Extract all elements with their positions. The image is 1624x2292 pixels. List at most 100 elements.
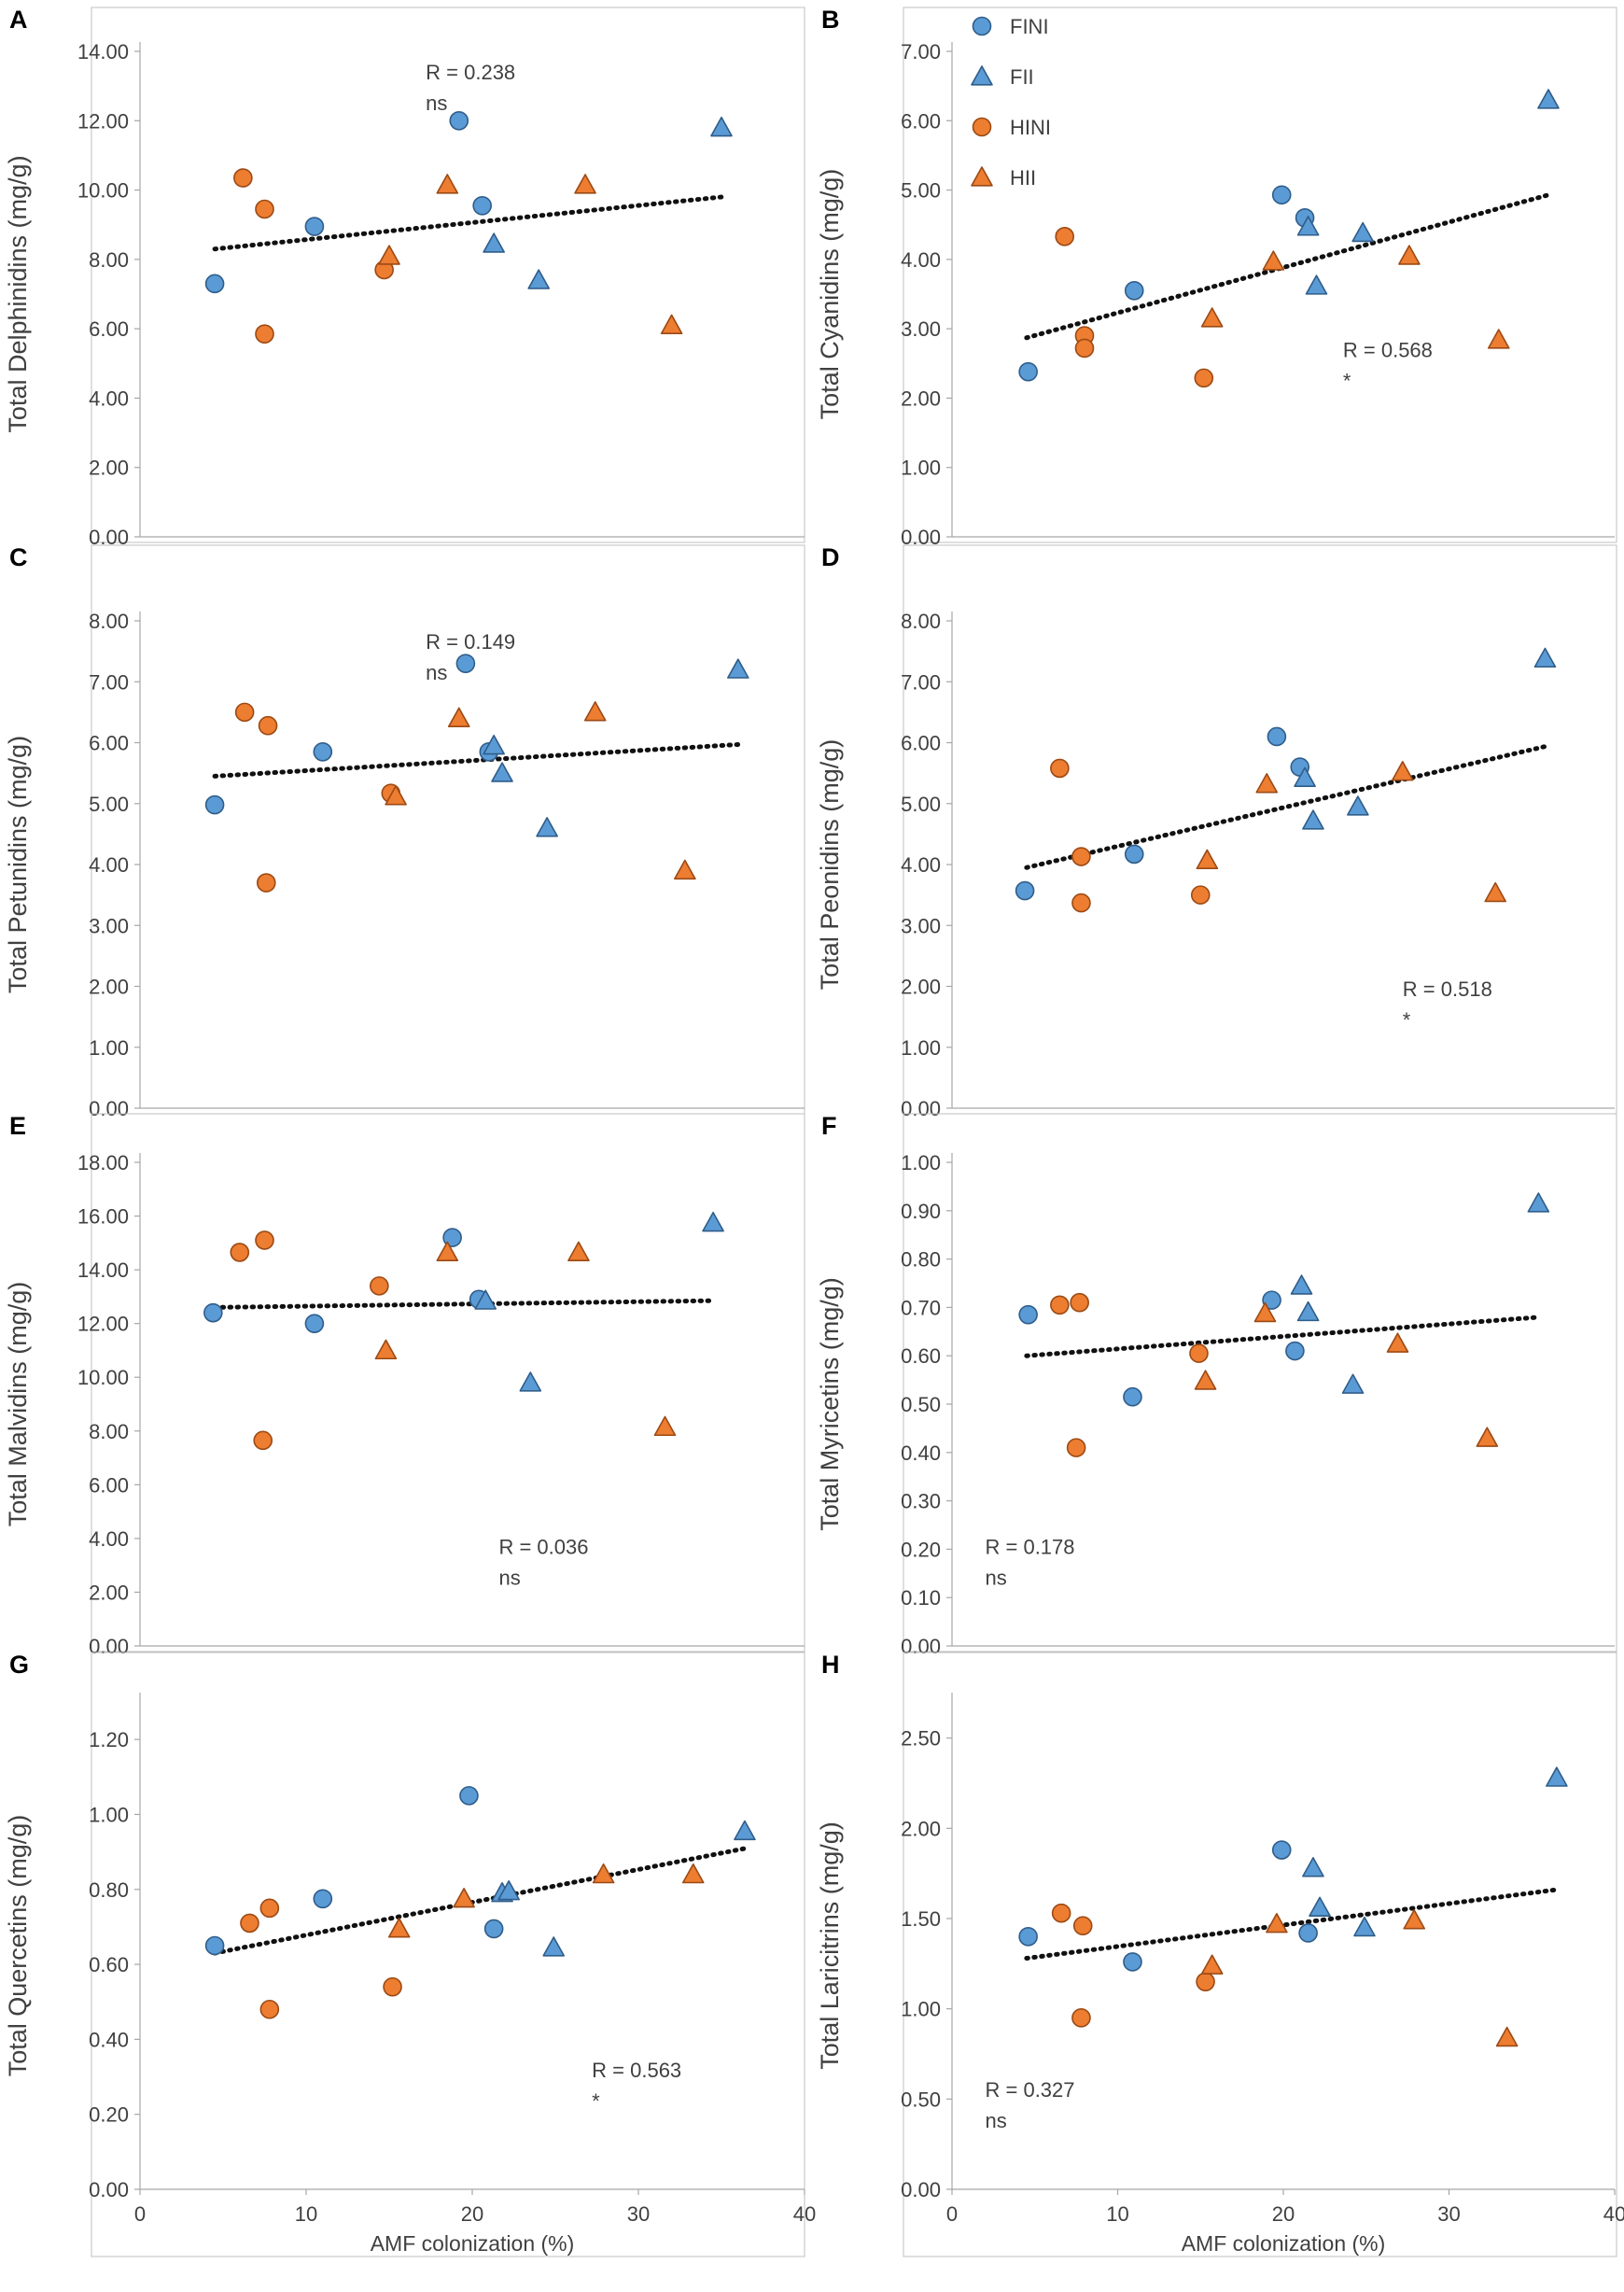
point-hii	[436, 174, 459, 194]
y-tick-label: 8.00	[901, 610, 941, 633]
y-axis-label: Total Cyanidins (mg/g)	[816, 169, 844, 420]
point-fini	[459, 1786, 479, 1806]
point-fii	[702, 1211, 724, 1232]
panel-g: G 0.00 0.20 0.40 0.60 0.80 1.00 1.20 0 10 20 30 40 AM…	[4, 1651, 816, 2257]
point-hini	[370, 1276, 389, 1296]
r-value: R = 0.178	[986, 1536, 1075, 1559]
legend-marker-fii	[971, 65, 993, 86]
point-hii	[1476, 1427, 1499, 1447]
point-hini	[1071, 2008, 1091, 2028]
point-fini	[204, 1935, 225, 1956]
point-hii	[436, 1241, 459, 1262]
panel-letter: E	[9, 1112, 26, 1140]
y-tick-label: 10.00	[77, 179, 129, 203]
point-fini	[449, 110, 469, 131]
legend-label: FINI	[1010, 15, 1049, 38]
legend-label: FII	[1010, 65, 1034, 89]
panel-frame	[91, 1652, 805, 2257]
point-hini	[256, 873, 276, 893]
point-hii	[1255, 773, 1279, 794]
point-fii	[1290, 1274, 1313, 1295]
y-tick-label: 8.00	[89, 248, 129, 272]
panel-c: C 0.00 1.00 2.00 3.00 4.00 5.00 6.00 7.00 8.00 Tot…	[4, 543, 805, 1120]
point-fini	[1124, 280, 1144, 301]
x-tick-label: 20	[461, 2202, 483, 2226]
point-fii	[1546, 1766, 1568, 1787]
y-tick-label: 1.20	[89, 1728, 129, 1751]
point-fini	[204, 274, 225, 294]
point-hini	[259, 1999, 280, 2019]
point-hini	[1196, 1972, 1215, 1991]
point-fini	[1267, 726, 1287, 747]
point-hii	[1398, 245, 1421, 265]
point-fii	[1296, 1301, 1320, 1322]
point-fii	[519, 1371, 542, 1392]
y-tick-label: 0.00	[89, 2178, 129, 2201]
y-tick-label: 0.10	[901, 1586, 941, 1610]
point-fini	[1285, 1341, 1305, 1361]
x-tick-label: 30	[627, 2202, 650, 2226]
point-fii	[483, 734, 505, 755]
panel-letter: F	[821, 1112, 837, 1140]
y-axis-label: Total Delphinidins (mg/g)	[4, 155, 32, 432]
trend-line	[1024, 192, 1551, 341]
y-tick-label: 0.30	[901, 1490, 941, 1513]
y-tick-label: 2.00	[89, 457, 129, 480]
panel-d: D 0.00 1.00 2.00 3.00 4.00 5.00 6.00 7.00 8.00 Tot…	[816, 543, 1617, 1120]
y-tick-label: 0.00	[89, 1635, 129, 1658]
point-fini	[1124, 844, 1144, 865]
point-fii	[1296, 216, 1320, 236]
point-fii	[1533, 647, 1557, 668]
point-fini	[204, 794, 225, 815]
point-fii	[474, 1289, 497, 1310]
point-fii	[542, 1936, 566, 1957]
point-fii	[1537, 89, 1560, 109]
y-tick-label: 5.00	[89, 793, 129, 816]
x-tick-label: 0	[134, 2202, 146, 2226]
panel-e: E 0.00 2.00 4.00 6.00 8.00 10.00 12.00 14.00 16.0…	[4, 1112, 805, 1658]
y-tick-label: 6.00	[89, 732, 129, 755]
significance: *	[1343, 370, 1351, 393]
trend-line	[1024, 1315, 1543, 1358]
y-tick-label: 1.00	[901, 457, 941, 480]
y-tick-label: 4.00	[89, 1527, 129, 1551]
significance: *	[1403, 1008, 1411, 1032]
point-hini	[1050, 758, 1070, 779]
panel-frame	[903, 1652, 1617, 2257]
point-hini	[1190, 885, 1211, 905]
panel-frame	[903, 544, 1617, 1115]
point-fii	[1347, 795, 1369, 816]
point-fii	[734, 1820, 756, 1841]
legend: FINI FII HINI HII	[971, 15, 1051, 190]
legend-marker-hii	[971, 166, 993, 187]
point-fini	[1018, 1927, 1038, 1947]
point-fini	[472, 195, 492, 216]
point-hii	[453, 1888, 475, 1908]
y-tick-label: 5.00	[901, 793, 941, 816]
point-hii	[1200, 1954, 1224, 1975]
panel-letter: D	[821, 543, 840, 571]
y-tick-label: 2.00	[89, 1581, 129, 1604]
point-fii	[1294, 766, 1316, 787]
point-hini	[259, 1898, 280, 1919]
point-hii	[1262, 250, 1285, 271]
point-hini	[255, 199, 274, 219]
point-fini	[203, 1302, 223, 1323]
point-hii	[674, 859, 696, 880]
x-tick-label: 40	[793, 2202, 816, 2226]
point-hii	[378, 245, 400, 265]
point-hii	[385, 785, 407, 806]
point-fini	[1018, 1304, 1038, 1325]
x-tick-label: 20	[1272, 2202, 1295, 2226]
significance: *	[592, 2089, 600, 2113]
y-tick-label: 0.80	[901, 1248, 941, 1272]
point-hini	[1074, 338, 1095, 359]
point-fii	[536, 817, 558, 837]
point-fii	[726, 658, 749, 679]
point-fii	[1302, 809, 1324, 830]
y-tick-label: 0.90	[901, 1200, 941, 1223]
y-tick-label: 3.00	[901, 317, 941, 341]
x-tick-label: 10	[1106, 2202, 1128, 2226]
point-fini	[1123, 1952, 1142, 1972]
